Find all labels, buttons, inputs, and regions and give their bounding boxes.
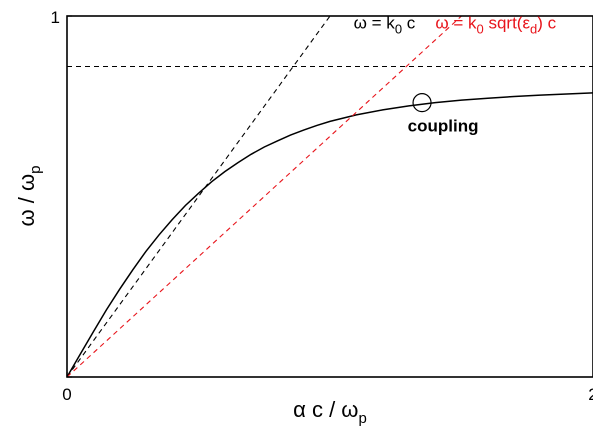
y-tick-label: 1: [51, 8, 60, 27]
ticks-layer: [66, 15, 72, 378]
dispersion-curve: [67, 92, 593, 377]
light-line-label: ω = k0 c: [354, 14, 416, 37]
y-axis-label: ω / ωp: [14, 165, 44, 226]
x-tick-label: 0: [62, 385, 71, 404]
series-layer: [67, 16, 593, 377]
dielectric-line-label: ω = k0 sqrt(εd) c: [435, 14, 556, 37]
dashed-line-2: [67, 16, 462, 377]
coupling-marker: [412, 93, 432, 113]
dashed-line-1: [67, 16, 331, 377]
x-tick-label: 2: [588, 385, 593, 404]
plot-frame: [66, 15, 593, 378]
coupling-label: coupling: [408, 117, 479, 136]
x-axis-label: α c / ωp: [293, 397, 367, 427]
